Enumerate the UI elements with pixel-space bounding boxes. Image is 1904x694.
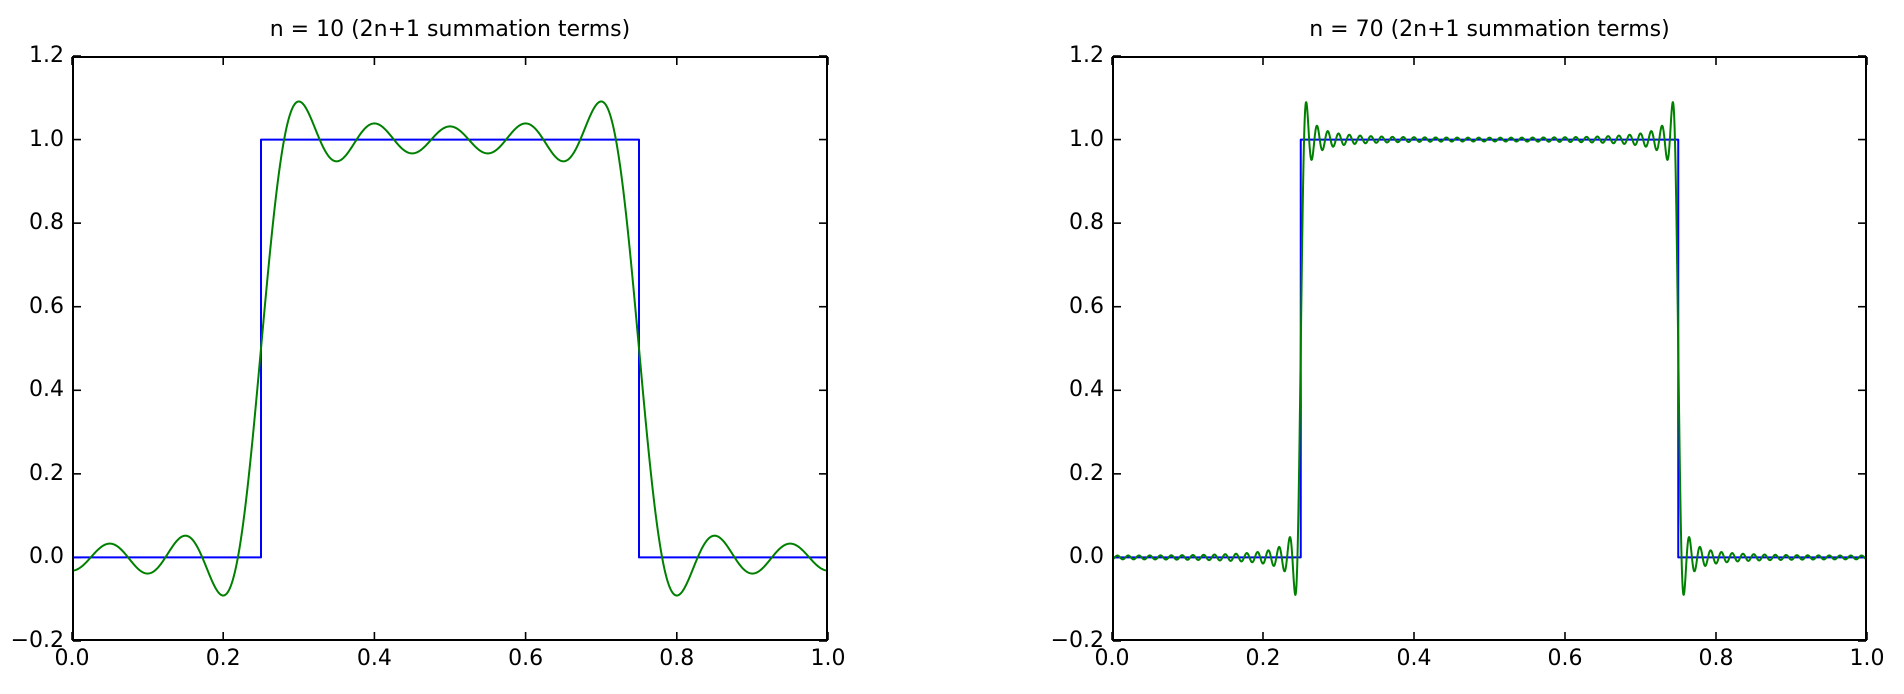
- y-tick-label: 0.6: [29, 293, 64, 319]
- plot-title-right: n = 70 (2n+1 summation terms): [1309, 17, 1670, 42]
- x-tick-label: 0.6: [1547, 646, 1583, 671]
- x-tick-label: 0.4: [1396, 646, 1432, 671]
- y-tick-label: 0.4: [29, 377, 64, 403]
- y-tick-label: 0.2: [29, 460, 64, 486]
- x-tick-label: 0.8: [1698, 646, 1734, 671]
- ideal-square-wave-line: [72, 138, 828, 559]
- y-tick-label: 1.0: [1069, 126, 1104, 152]
- y-tick-label: −0.2: [10, 628, 64, 653]
- plot-title-left: n = 10 (2n+1 summation terms): [269, 17, 631, 42]
- ideal-square-wave-line: [1112, 138, 1867, 559]
- axes-frame: [72, 56, 828, 641]
- axes-right-svg: [1111, 55, 1868, 642]
- y-tick-label: 1.0: [29, 126, 64, 152]
- y-tick-label: 0.0: [29, 544, 64, 570]
- axes-frame: [1112, 56, 1867, 641]
- fourier-partial-sum-line: [71, 100, 829, 597]
- axes-left-svg: [71, 55, 829, 642]
- x-tick-label: 0.0: [54, 646, 90, 671]
- x-tick-label: 0.8: [659, 646, 695, 671]
- y-tick-label: 0.0: [1069, 544, 1104, 570]
- x-tick-label: 0.2: [205, 646, 241, 671]
- fourier-partial-sum-line: [1111, 101, 1868, 596]
- y-tick-label: 0.8: [29, 210, 64, 236]
- y-tick-label: 0.2: [1069, 460, 1104, 486]
- y-tick-label: 0.6: [1069, 293, 1104, 319]
- y-tick-label: 0.4: [1069, 377, 1104, 403]
- x-tick-label: 0.6: [508, 646, 544, 671]
- x-tick-label: 0.4: [356, 646, 392, 671]
- tick-marks: [71, 55, 829, 642]
- x-tick-label: 0.2: [1245, 646, 1281, 671]
- y-tick-label: 1.2: [1069, 43, 1104, 68]
- y-tick-label: 1.2: [29, 43, 64, 68]
- y-tick-label: −0.2: [1050, 628, 1104, 653]
- x-tick-label: 0.0: [1094, 646, 1130, 671]
- y-tick-label: 0.8: [1069, 210, 1104, 236]
- x-tick-label: 1.0: [1849, 646, 1885, 671]
- x-tick-label: 1.0: [810, 646, 846, 671]
